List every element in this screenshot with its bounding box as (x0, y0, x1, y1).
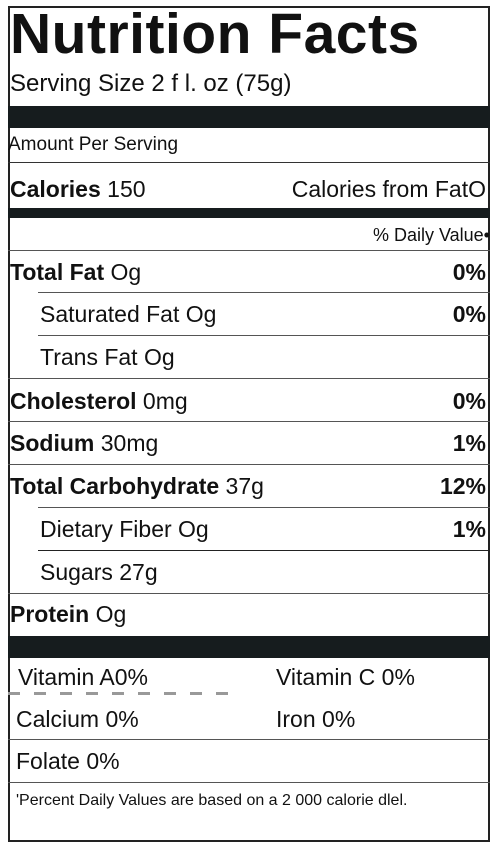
vitamin-c: Vitamin C 0% (276, 664, 415, 690)
nutrient-row-saturated-fat: Saturated Fat Og 0% (8, 293, 490, 335)
nutrient-row-protein: Protein Og (8, 593, 490, 635)
nutrient-dv: 0% (452, 259, 486, 285)
divider (38, 507, 490, 508)
nutrient-row-sugars: Sugars 27g (8, 551, 490, 593)
divider (38, 550, 490, 551)
nutrient-dv: 0% (452, 301, 486, 327)
calories-label: Calories (10, 176, 101, 202)
serving-size: Serving Size 2 f l. oz (75g) (10, 70, 292, 97)
nutrient-label: Cholesterol (10, 388, 137, 414)
page-title: Nutrition Facts (10, 2, 420, 66)
divider (38, 292, 490, 293)
nutrient-dv: 0% (452, 388, 486, 414)
divider (8, 464, 490, 465)
nutrient-label: Trans Fat (40, 344, 138, 370)
nutrient-label: Saturated Fat (40, 301, 180, 327)
nutrient-row-total-fat: Total Fat Og 0% (8, 251, 490, 293)
calories-value: 150 (107, 176, 146, 202)
iron: Iron 0% (276, 706, 356, 732)
calories-from-fat-value: O (468, 176, 486, 202)
nutrient-row-dietary-fiber: Dietary Fiber Og 1% (8, 508, 490, 550)
nutrient-row-cholesterol: Cholesterol 0mg 0% (8, 380, 490, 422)
nutrient-amount: Og (185, 301, 217, 327)
folate: Folate 0% (16, 748, 120, 774)
calories-from-fat-label: Calories from Fat (291, 176, 469, 202)
nutrition-facts-panel (8, 6, 490, 842)
nutrient-amount: 30mg (100, 430, 159, 456)
nutrient-dv: 1% (452, 516, 486, 542)
nutrient-label: Total Carbohydrate (10, 473, 220, 499)
nutrient-label: Sodium (10, 430, 95, 456)
thick-divider (8, 636, 490, 658)
nutrient-row-sodium: Sodium 30mg 1% (8, 422, 490, 464)
daily-value-header: % Daily Value• (372, 225, 490, 245)
nutrient-label: Total Fat (10, 259, 105, 285)
nutrient-amount: 37g (225, 473, 264, 499)
nutrient-amount: 27g (119, 559, 158, 585)
dashed-divider (8, 692, 238, 695)
divider (8, 250, 490, 251)
nutrient-dv: 12% (439, 473, 486, 499)
nutrient-amount: 0mg (142, 388, 188, 414)
nutrient-amount: Og (178, 516, 209, 542)
divider (8, 782, 490, 783)
divider (8, 593, 490, 594)
medium-divider (8, 208, 490, 218)
nutrient-row-trans-fat: Trans Fat Og (8, 336, 490, 378)
divider (8, 162, 490, 163)
nutrient-amount: Og (110, 259, 142, 285)
divider (38, 335, 490, 336)
nutrient-amount: Og (143, 344, 175, 370)
calcium: Calcium 0% (16, 706, 139, 732)
nutrient-amount: Og (95, 601, 127, 627)
divider (8, 421, 490, 422)
thick-divider (8, 106, 490, 128)
footnote: 'Percent Daily Values are based on a 2 0… (16, 792, 408, 809)
nutrient-label: Protein (10, 601, 90, 627)
amount-per-serving: Amount Per Serving (8, 134, 179, 155)
nutrient-label: Sugars (40, 559, 113, 585)
calories-row: Calories 150 Calories from FatO (8, 168, 490, 210)
vitamin-a: Vitamin A0% (18, 664, 148, 690)
nutrient-dv: 1% (452, 430, 486, 456)
nutrient-row-total-carbohydrate: Total Carbohydrate 37g 12% (8, 465, 490, 507)
nutrient-label: Dietary Fiber (40, 516, 172, 542)
divider (8, 378, 490, 379)
divider (8, 739, 490, 740)
